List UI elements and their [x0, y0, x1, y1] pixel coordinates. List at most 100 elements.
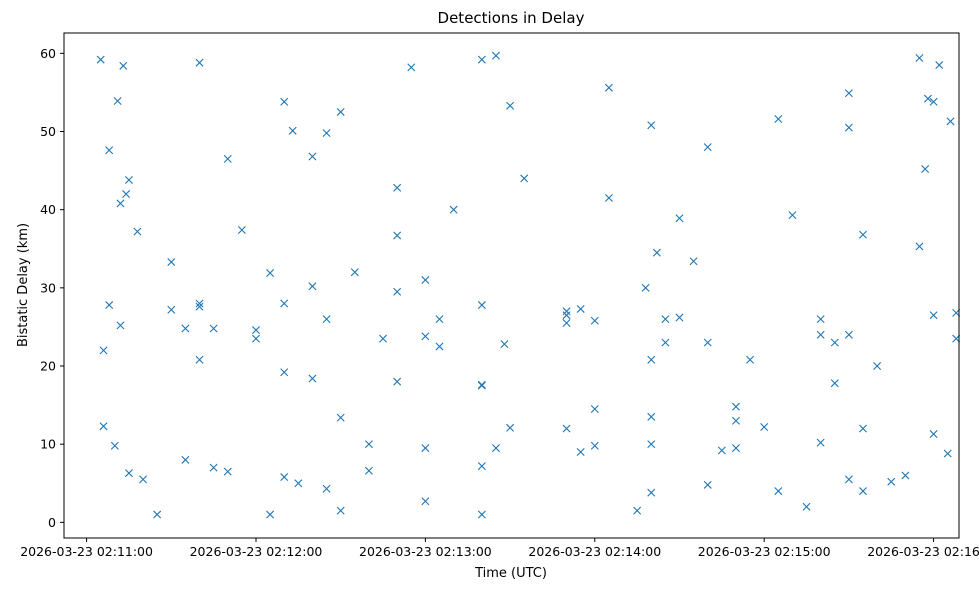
data-point	[153, 510, 162, 519]
data-point	[731, 444, 740, 453]
data-point	[859, 424, 867, 433]
data-point	[122, 190, 131, 199]
data-point	[113, 97, 122, 105]
data-point	[731, 416, 740, 425]
data-point	[873, 362, 882, 371]
data-point	[562, 307, 571, 316]
data-point	[943, 449, 952, 458]
x-tick-label: 2026-03-23 02:11:00	[20, 544, 153, 559]
data-point	[105, 301, 114, 310]
data-point	[703, 338, 712, 347]
x-tick-label: 2026-03-23 02:14:00	[528, 544, 661, 559]
data-point	[830, 379, 839, 388]
data-point	[901, 471, 910, 480]
data-point	[859, 487, 867, 496]
data-point	[195, 58, 204, 67]
x-tick-label: 2026-03-23 02:15:00	[698, 544, 831, 559]
data-point	[844, 89, 853, 98]
data-point	[167, 305, 176, 314]
data-point	[124, 469, 133, 478]
data-point	[520, 174, 529, 183]
data-point	[477, 55, 486, 64]
data-point	[181, 455, 190, 464]
data-point	[110, 441, 119, 450]
data-point	[288, 126, 297, 135]
data-point	[647, 355, 656, 364]
data-point	[435, 342, 444, 351]
data-point	[788, 211, 797, 220]
x-tick-label: 2026-03-23 02:16:00	[867, 544, 979, 559]
data-point	[562, 319, 571, 328]
data-point	[717, 446, 726, 455]
data-point	[506, 423, 515, 432]
data-point	[661, 315, 670, 324]
data-point	[280, 299, 289, 308]
y-tick-label: 40	[40, 202, 56, 217]
data-point	[506, 101, 515, 110]
data-point	[929, 311, 938, 320]
data-point	[280, 368, 289, 377]
data-point	[294, 479, 303, 488]
data-point	[641, 283, 650, 292]
data-point	[251, 326, 260, 335]
y-tick-label: 0	[48, 515, 56, 530]
data-point	[181, 324, 190, 333]
data-point	[816, 330, 825, 339]
data-point	[675, 214, 684, 223]
data-point	[844, 475, 853, 484]
data-point	[364, 466, 373, 475]
data-point	[647, 121, 656, 130]
data-point	[915, 242, 924, 251]
data-point	[929, 430, 938, 439]
data-point	[604, 193, 613, 202]
data-point	[99, 422, 108, 431]
data-point	[449, 205, 458, 214]
data-point	[379, 334, 388, 343]
y-axis: 0 10 20 30 40 50 60	[40, 46, 64, 530]
data-point	[322, 129, 331, 138]
data-point	[435, 315, 444, 324]
data-point	[760, 423, 769, 431]
data-point	[929, 97, 938, 106]
data-point	[774, 487, 783, 496]
data-point	[116, 321, 125, 330]
data-point	[280, 473, 289, 482]
data-point	[124, 175, 133, 184]
data-point	[364, 440, 373, 449]
x-tick-label: 2026-03-23 02:12:00	[190, 544, 323, 559]
data-point	[844, 330, 853, 339]
data-point	[237, 226, 246, 234]
data-point	[133, 227, 142, 236]
data-point	[266, 269, 275, 277]
data-point	[844, 123, 853, 132]
data-point	[308, 282, 317, 291]
plot-frame	[63, 32, 960, 539]
data-point	[633, 506, 642, 515]
data-point	[407, 63, 416, 72]
x-axis-label: Time (UTC)	[474, 566, 547, 581]
data-point	[393, 287, 402, 296]
y-tick-label: 20	[40, 359, 56, 374]
data-point	[647, 412, 656, 421]
data-point	[935, 61, 944, 70]
data-point	[322, 315, 331, 324]
data-point	[562, 424, 571, 433]
data-point	[421, 276, 430, 285]
data-point	[336, 107, 345, 116]
y-tick-label: 10	[40, 437, 56, 452]
data-point	[116, 199, 125, 208]
data-point	[830, 338, 839, 347]
data-point	[923, 94, 932, 103]
data-point	[223, 467, 232, 476]
data-point	[731, 402, 740, 411]
data-point	[308, 152, 317, 161]
data-point	[915, 54, 924, 63]
data-point	[393, 183, 402, 192]
data-point	[393, 231, 402, 240]
data-point	[562, 311, 571, 320]
data-point	[195, 302, 204, 311]
data-point	[251, 334, 260, 343]
y-axis-label: Bistatic Delay (km)	[16, 223, 31, 347]
